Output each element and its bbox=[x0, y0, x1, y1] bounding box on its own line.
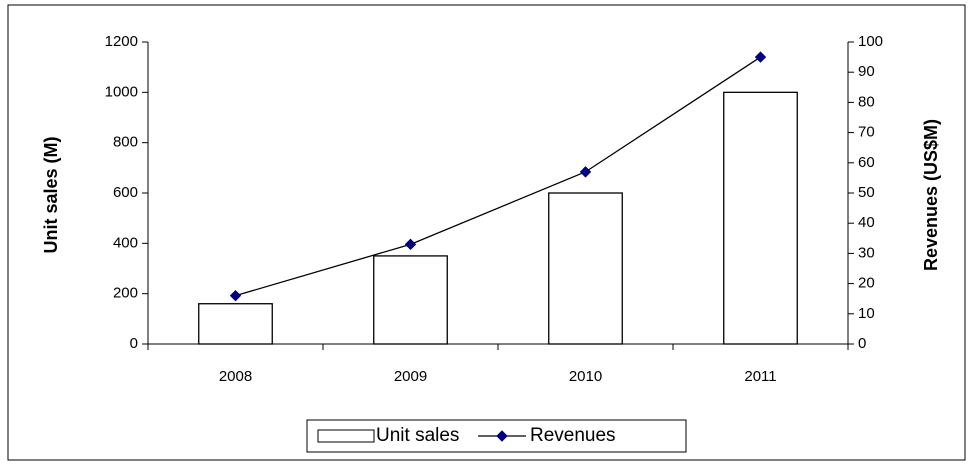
y2-tick-label: 60 bbox=[858, 154, 875, 171]
y2-tick-label: 40 bbox=[858, 214, 875, 231]
y-tick-label: 600 bbox=[113, 184, 138, 201]
marker bbox=[404, 238, 417, 251]
bar bbox=[373, 255, 448, 345]
chart-frame bbox=[7, 4, 966, 461]
line bbox=[235, 56, 761, 297]
x-tick-label: 2010 bbox=[569, 368, 602, 385]
y2-axis-label: Revenues (US$M) bbox=[921, 119, 941, 271]
bar bbox=[723, 91, 798, 345]
y-tick-label: 800 bbox=[113, 134, 138, 151]
y2-tick-label: 10 bbox=[858, 305, 875, 322]
y2-tick-label: 50 bbox=[858, 184, 875, 201]
y2-tick-label: 100 bbox=[858, 33, 883, 50]
y-tick-label: 400 bbox=[113, 234, 138, 251]
y2-tick-label: 80 bbox=[858, 93, 875, 110]
bar bbox=[548, 192, 623, 345]
y-tick-label: 0 bbox=[130, 335, 138, 352]
y2-tick-label: 30 bbox=[858, 244, 875, 261]
y2-tick-label: 20 bbox=[858, 275, 875, 292]
marker bbox=[754, 51, 767, 63]
y-tick-label: 1000 bbox=[105, 83, 138, 100]
y-tick-label: 200 bbox=[113, 285, 138, 302]
y-axis-label: Unit sales (M) bbox=[41, 136, 61, 253]
bar bbox=[198, 303, 273, 345]
marker bbox=[579, 166, 592, 178]
y2-tick-label: 70 bbox=[858, 124, 875, 141]
y-tick-label: 1200 bbox=[105, 33, 138, 50]
x-tick-label: 2009 bbox=[394, 368, 427, 385]
marker bbox=[229, 289, 242, 302]
x-tick-label: 2011 bbox=[744, 368, 776, 385]
legend-label: Revenues bbox=[530, 425, 616, 446]
y2-tick-label: 90 bbox=[858, 63, 875, 80]
x-tick-label: 2008 bbox=[219, 368, 252, 385]
legend-marker bbox=[496, 430, 508, 442]
legend-swatch bbox=[317, 429, 375, 443]
y2-tick-label: 0 bbox=[858, 335, 866, 352]
legend-label: Unit sales bbox=[376, 425, 459, 446]
